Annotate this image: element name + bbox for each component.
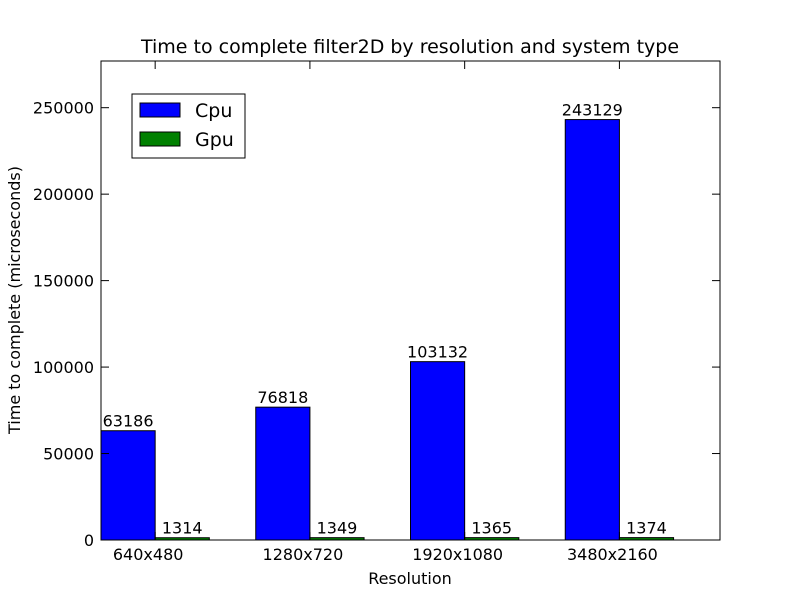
data-label-cpu-3: 243129 bbox=[562, 101, 623, 120]
legend-label-gpu: Gpu bbox=[195, 129, 234, 151]
bar-cpu-0 bbox=[100, 430, 156, 541]
legend-label-cpu: Cpu bbox=[195, 100, 232, 122]
bar-cpu-2 bbox=[410, 361, 466, 541]
plot-area: 63186 76818 103132 243129 1314 1349 1365 1374 0 5… bbox=[33, 60, 721, 564]
legend: Cpu Gpu bbox=[131, 93, 246, 159]
x-tick-label-0: 640x480 bbox=[113, 545, 184, 564]
x-tick-label-3: 3480x2160 bbox=[567, 545, 658, 564]
legend-swatch-gpu bbox=[139, 131, 181, 147]
y-tick-label-1: 50000 bbox=[43, 445, 94, 464]
y-axis-label: Time to complete (microseconds) bbox=[5, 166, 24, 435]
data-label-cpu-1: 76818 bbox=[257, 388, 308, 407]
x-tick-label-2: 1920x1080 bbox=[412, 545, 503, 564]
axes-frame bbox=[100, 60, 721, 541]
data-label-cpu-2: 103132 bbox=[407, 343, 468, 362]
x-axis-label: Resolution bbox=[368, 569, 452, 588]
x-tick-label-1: 1280x720 bbox=[263, 545, 344, 564]
data-label-gpu-1: 1349 bbox=[317, 519, 358, 538]
y-tick-label-3: 150000 bbox=[33, 272, 94, 291]
data-label-gpu-0: 1314 bbox=[162, 519, 203, 538]
data-label-cpu-0: 63186 bbox=[103, 412, 154, 431]
bar-cpu-3 bbox=[564, 119, 620, 541]
legend-swatch-cpu bbox=[139, 102, 181, 118]
bar-cpu-1 bbox=[255, 406, 311, 541]
data-label-gpu-3: 1374 bbox=[626, 519, 667, 538]
y-tick-label-5: 250000 bbox=[33, 99, 94, 118]
y-tick-label-4: 200000 bbox=[33, 185, 94, 204]
y-tick-label-2: 100000 bbox=[33, 358, 94, 377]
chart-title: Time to complete filter2D by resolution … bbox=[140, 36, 679, 58]
y-tick-label-0: 0 bbox=[84, 531, 94, 550]
data-label-gpu-2: 1365 bbox=[471, 519, 512, 538]
